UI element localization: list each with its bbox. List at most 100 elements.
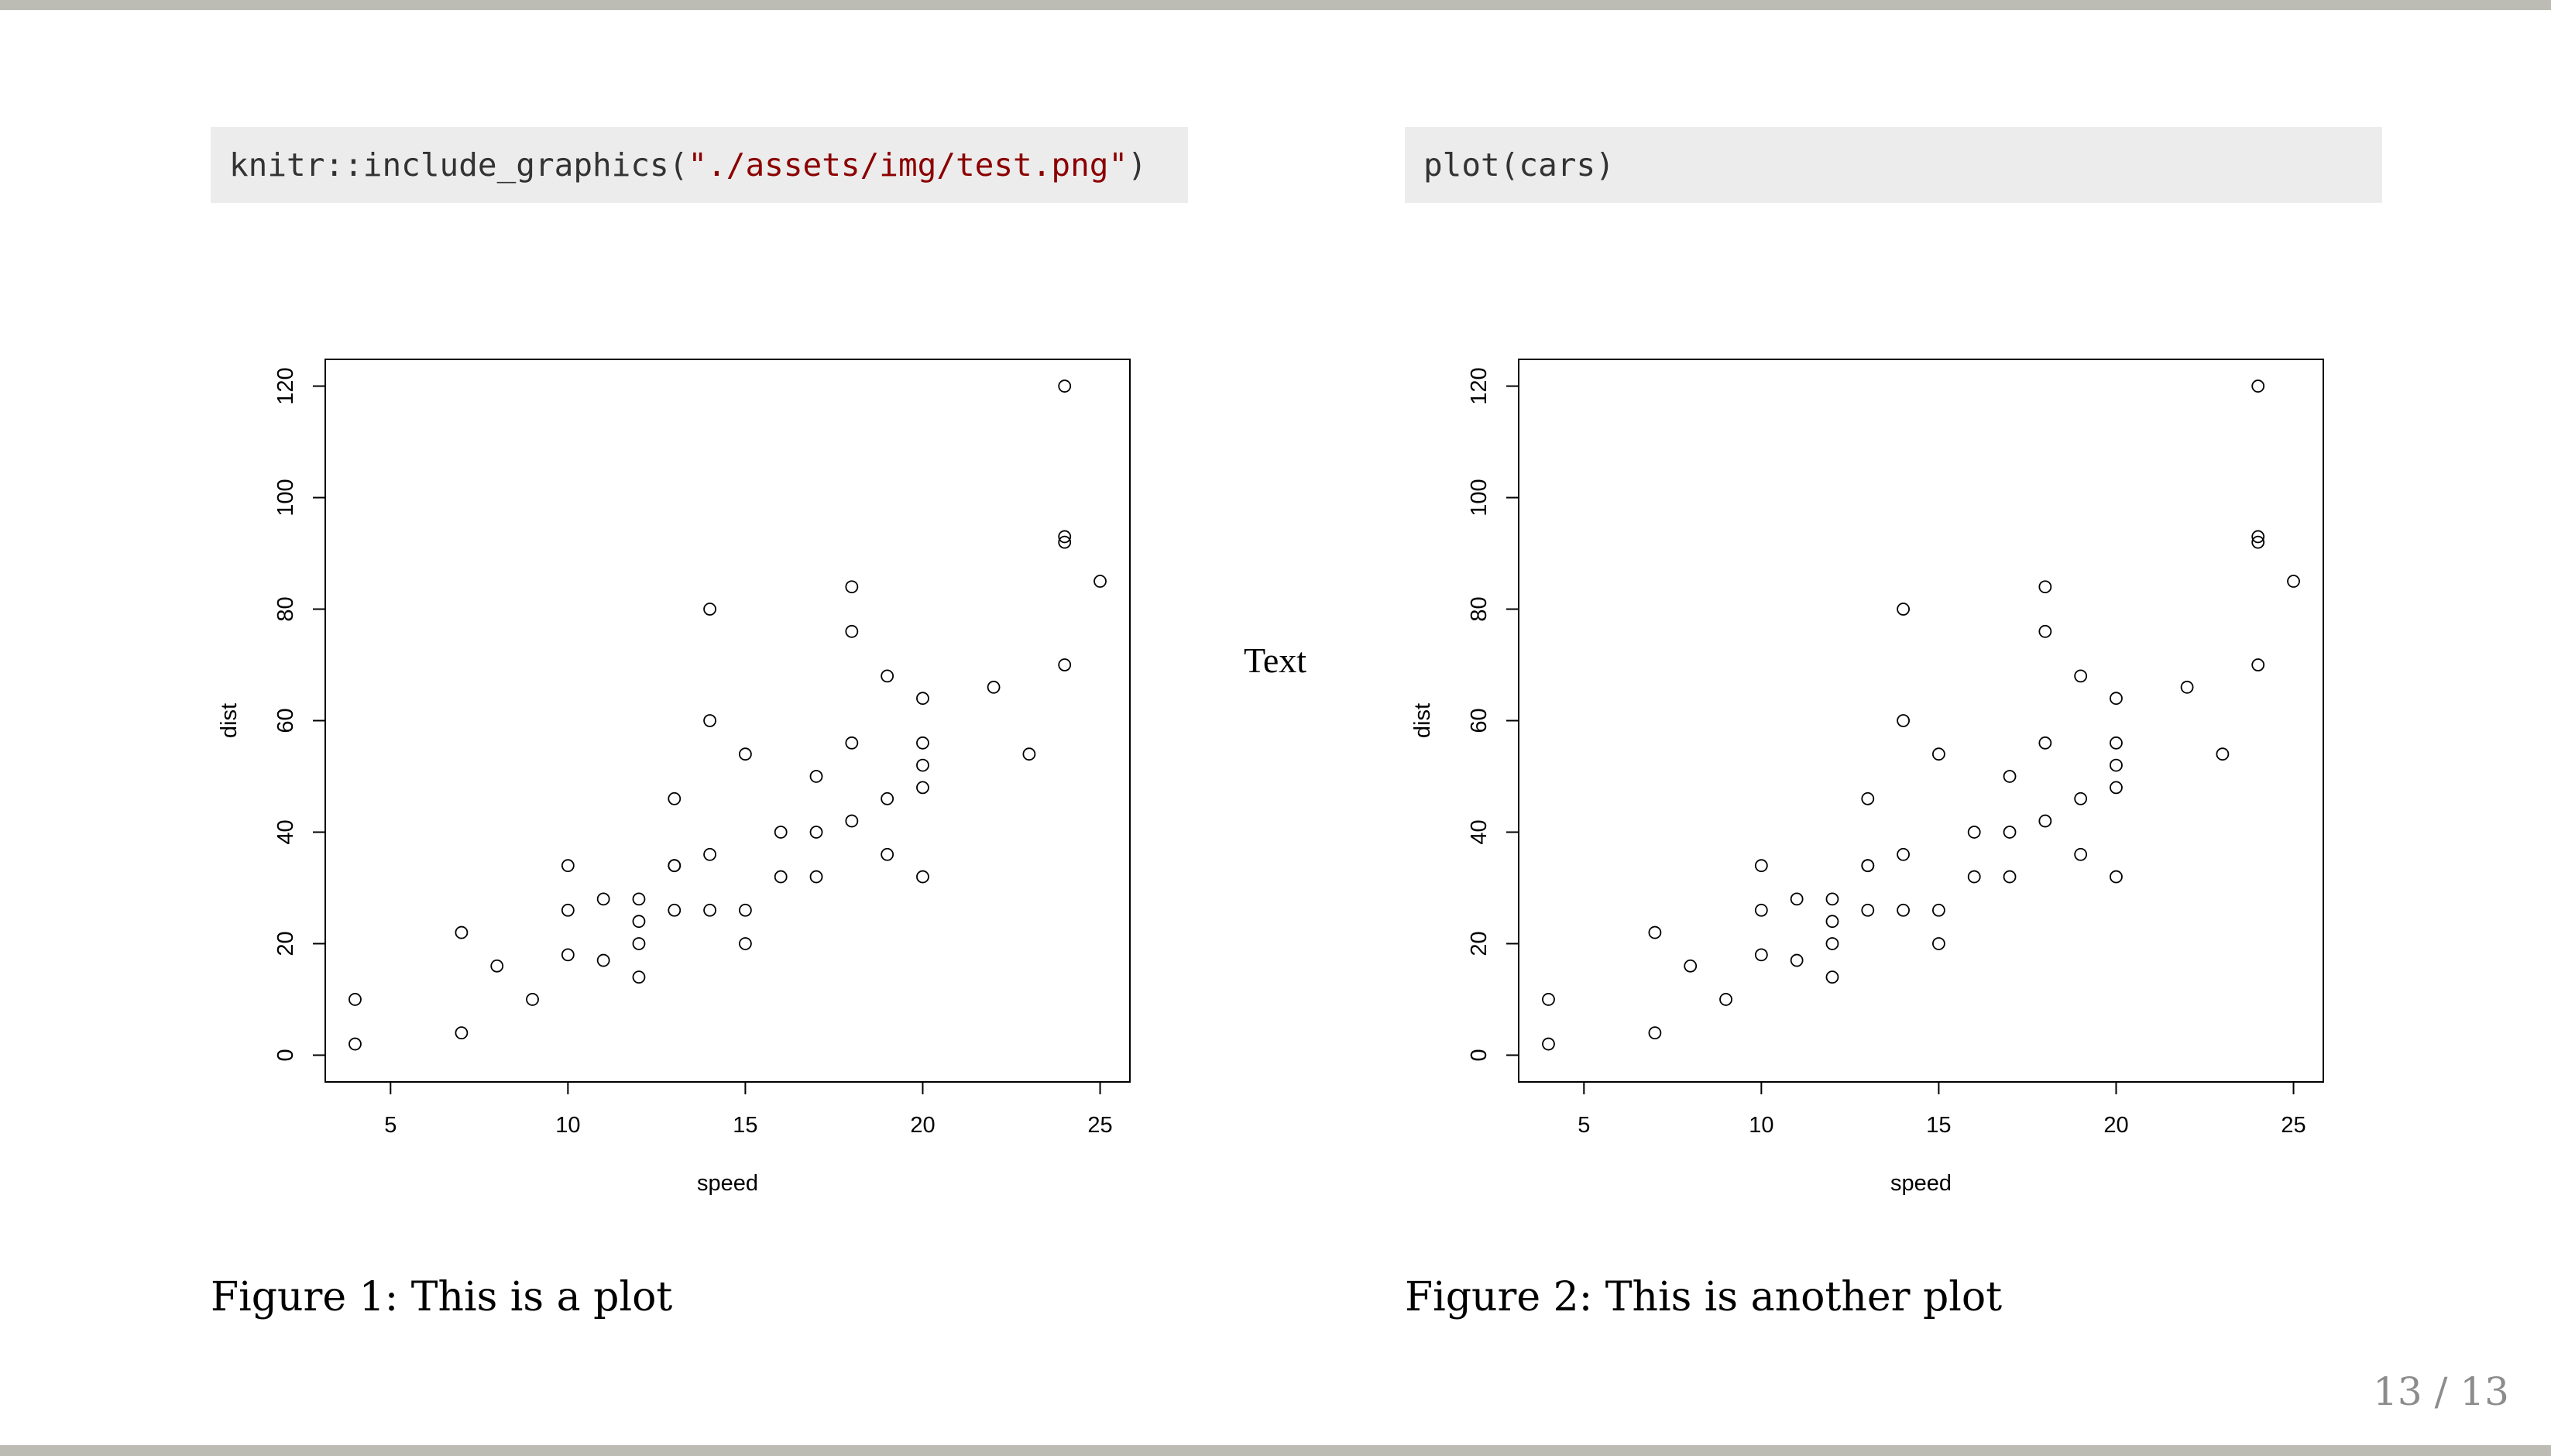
x-tick-label: 15 xyxy=(1926,1113,1951,1138)
data-point xyxy=(845,624,859,638)
x-tick-label: 5 xyxy=(384,1113,397,1138)
code-prefix: knitr::include_graphics( xyxy=(229,146,688,184)
data-point xyxy=(2251,658,2265,671)
data-point xyxy=(881,792,894,805)
data-point xyxy=(1932,747,1945,761)
y-tick-label: 0 xyxy=(1467,1049,1492,1061)
data-point xyxy=(2251,535,2265,549)
data-point xyxy=(2180,680,2194,694)
x-axis-title: speed xyxy=(1890,1171,1952,1196)
data-point xyxy=(916,692,929,706)
data-point xyxy=(881,669,894,683)
y-tick-label: 100 xyxy=(1467,479,1492,516)
data-point xyxy=(348,993,362,1006)
data-point xyxy=(455,925,469,939)
data-point xyxy=(703,903,716,917)
data-point xyxy=(2038,624,2052,638)
data-point xyxy=(1790,892,1804,906)
data-point xyxy=(916,870,929,884)
data-point xyxy=(561,903,575,917)
data-point xyxy=(668,792,682,805)
data-point xyxy=(2251,379,2265,393)
data-point xyxy=(1932,937,1945,950)
x-tick-label: 20 xyxy=(2103,1113,2128,1138)
data-point xyxy=(1058,379,1072,393)
data-point xyxy=(1542,993,1555,1006)
data-point xyxy=(561,859,575,873)
code-suffix: ) xyxy=(1128,146,1147,184)
data-point xyxy=(2216,747,2230,761)
data-point xyxy=(348,1037,362,1051)
data-point xyxy=(632,892,646,906)
y-tick-label: 80 xyxy=(273,596,298,621)
data-point xyxy=(1719,993,1732,1006)
top-border xyxy=(0,0,2551,10)
data-point xyxy=(916,758,929,772)
data-point xyxy=(2038,736,2052,750)
data-point xyxy=(1897,603,1910,616)
y-tick-label: 60 xyxy=(1467,708,1492,733)
data-point xyxy=(1648,1026,1662,1040)
y-axis-title: dist xyxy=(1410,703,1435,738)
data-point xyxy=(1790,953,1804,967)
data-point xyxy=(1058,535,1072,549)
data-point xyxy=(1754,903,1768,917)
data-point xyxy=(739,747,752,761)
data-point xyxy=(1754,948,1768,962)
y-tick-label: 20 xyxy=(1467,931,1492,956)
data-point xyxy=(2038,580,2052,594)
data-point xyxy=(774,826,788,839)
y-tick-label: 60 xyxy=(273,708,298,733)
y-tick-label: 40 xyxy=(1467,819,1492,844)
data-point xyxy=(1058,658,1072,671)
code-block-include-graphics: knitr::include_graphics("./assets/img/te… xyxy=(211,127,1188,203)
data-point xyxy=(987,680,1001,694)
data-point xyxy=(845,736,859,750)
data-point xyxy=(1825,970,1839,984)
y-axis-title: dist xyxy=(217,703,242,738)
data-point xyxy=(1542,1037,1555,1051)
data-point xyxy=(916,736,929,750)
data-point xyxy=(1684,959,1698,973)
x-tick-label: 20 xyxy=(910,1113,935,1138)
y-tick-label: 120 xyxy=(273,367,298,404)
data-point xyxy=(668,859,682,873)
data-point xyxy=(2003,826,2017,839)
x-tick-label: 25 xyxy=(2281,1113,2306,1138)
data-point xyxy=(916,781,929,795)
data-point xyxy=(596,892,610,906)
data-point xyxy=(774,870,788,884)
y-tick-label: 0 xyxy=(273,1049,298,1061)
data-point xyxy=(632,915,646,929)
data-point xyxy=(703,603,716,616)
data-point xyxy=(2003,870,2017,884)
data-point xyxy=(2074,792,2088,805)
data-point xyxy=(596,953,610,967)
data-point xyxy=(1897,903,1910,917)
figure-2-caption: Figure 2: This is another plot xyxy=(1405,1274,2003,1320)
x-axis-title: speed xyxy=(697,1171,758,1196)
data-point xyxy=(809,770,823,783)
data-point xyxy=(455,1026,469,1040)
data-point xyxy=(561,948,575,962)
x-tick-label: 25 xyxy=(1087,1113,1112,1138)
code-block-plot-cars: plot(cars) xyxy=(1405,127,2382,203)
data-point xyxy=(1897,714,1910,727)
data-point xyxy=(668,903,682,917)
y-tick-label: 100 xyxy=(273,479,298,516)
data-point xyxy=(739,903,752,917)
data-point xyxy=(1094,575,1107,588)
data-point xyxy=(1825,937,1839,950)
middle-text: Text xyxy=(1244,640,1307,680)
data-point xyxy=(1648,925,1662,939)
page-number: 13 / 13 xyxy=(2373,1369,2509,1414)
x-tick-label: 5 xyxy=(1578,1113,1590,1138)
code-text: plot(cars) xyxy=(1423,146,1615,184)
data-point xyxy=(1967,870,1981,884)
data-point xyxy=(739,937,752,950)
data-point xyxy=(2110,736,2123,750)
data-point xyxy=(1058,530,1072,544)
data-point xyxy=(1967,826,1981,839)
data-point xyxy=(1932,903,1945,917)
data-point xyxy=(1754,859,1768,873)
